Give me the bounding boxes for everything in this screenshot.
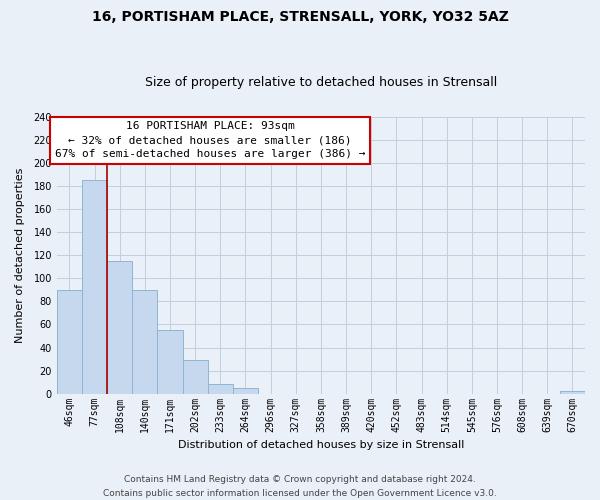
Bar (107, 261, 132, 394)
Bar (57, 290, 82, 394)
Text: 16 PORTISHAM PLACE: 93sqm
← 32% of detached houses are smaller (186)
67% of semi: 16 PORTISHAM PLACE: 93sqm ← 32% of detac… (55, 121, 365, 159)
Bar (132, 290, 157, 394)
X-axis label: Distribution of detached houses by size in Strensall: Distribution of detached houses by size … (178, 440, 464, 450)
Bar (560, 392, 585, 394)
Y-axis label: Number of detached properties: Number of detached properties (15, 168, 25, 343)
Bar (233, 388, 258, 394)
Bar (157, 330, 182, 394)
Bar (208, 384, 233, 394)
Text: 16, PORTISHAM PLACE, STRENSALL, YORK, YO32 5AZ: 16, PORTISHAM PLACE, STRENSALL, YORK, YO… (92, 10, 508, 24)
Bar (182, 360, 208, 394)
Text: Contains HM Land Registry data © Crown copyright and database right 2024.
Contai: Contains HM Land Registry data © Crown c… (103, 476, 497, 498)
Title: Size of property relative to detached houses in Strensall: Size of property relative to detached ho… (145, 76, 497, 90)
Bar (82, 180, 107, 394)
